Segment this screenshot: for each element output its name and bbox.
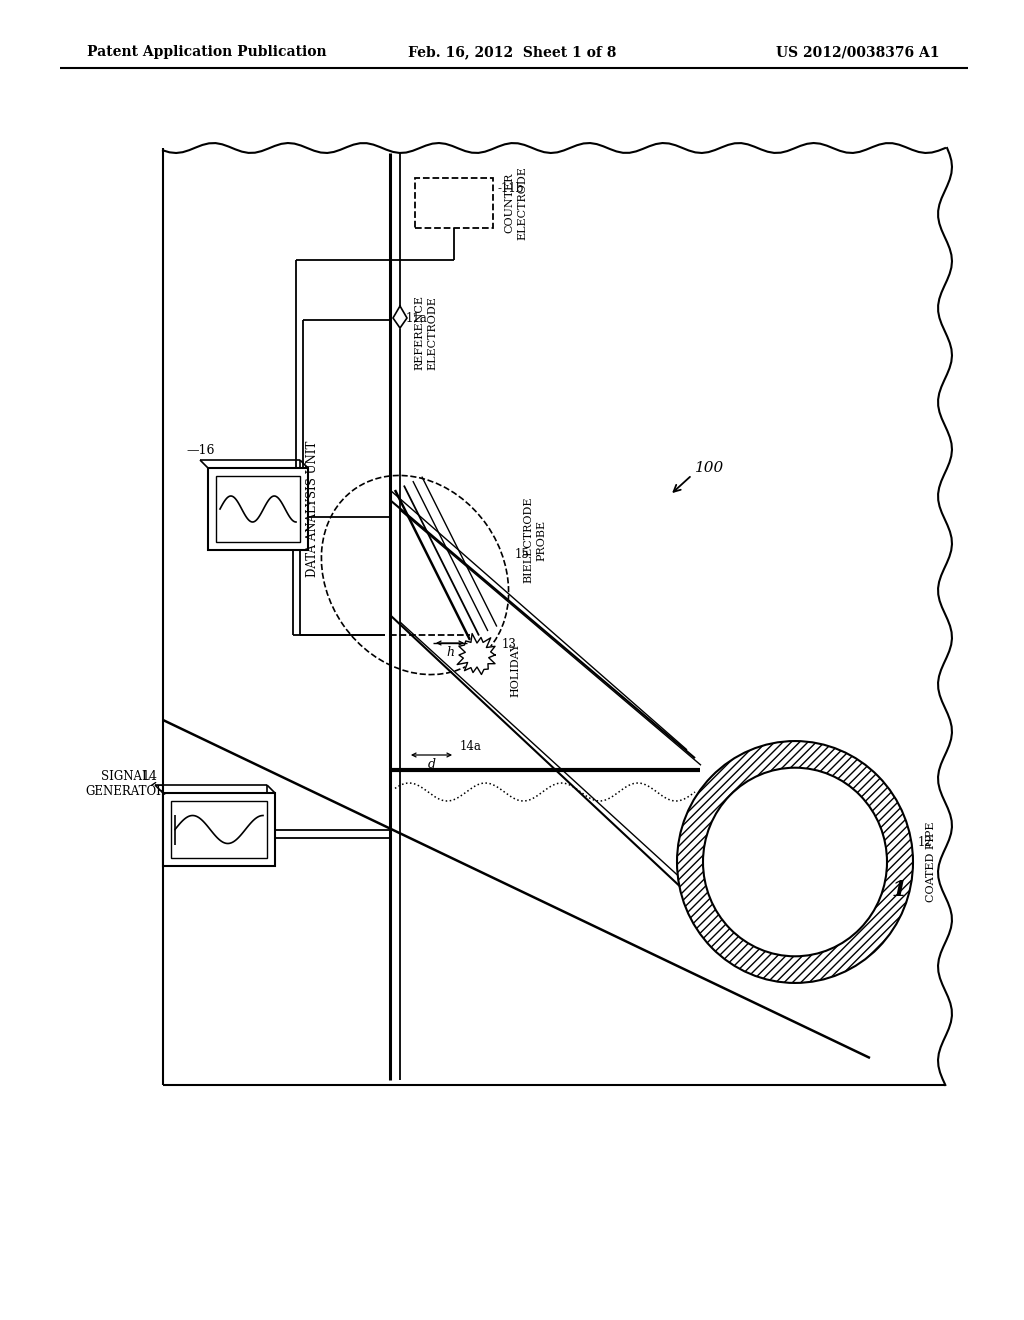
Text: BIELECTRODE: BIELECTRODE xyxy=(523,496,534,583)
Text: REFERENCE: REFERENCE xyxy=(414,296,424,371)
Text: FIG. 1: FIG. 1 xyxy=(833,879,907,902)
Text: HOLIDAY: HOLIDAY xyxy=(510,643,520,697)
Bar xyxy=(171,801,267,858)
Text: DATA ANALYSIS UNIT: DATA ANALYSIS UNIT xyxy=(306,441,319,577)
Polygon shape xyxy=(393,306,407,327)
Bar xyxy=(208,469,308,550)
Text: 12: 12 xyxy=(918,836,933,849)
Ellipse shape xyxy=(703,768,887,956)
Text: ELECTRODE: ELECTRODE xyxy=(517,166,527,240)
Bar xyxy=(216,477,300,543)
Text: ELECTRODE: ELECTRODE xyxy=(427,296,437,370)
Text: SIGNAL
GENERATOR: SIGNAL GENERATOR xyxy=(85,770,165,799)
Text: 11a: 11a xyxy=(406,312,428,325)
Text: d: d xyxy=(427,759,435,771)
Text: 14a: 14a xyxy=(460,741,482,754)
Ellipse shape xyxy=(677,741,913,983)
Text: Feb. 16, 2012  Sheet 1 of 8: Feb. 16, 2012 Sheet 1 of 8 xyxy=(408,45,616,59)
Text: —16: —16 xyxy=(186,444,214,457)
Text: COATED PIPE: COATED PIPE xyxy=(926,822,936,903)
Text: 13: 13 xyxy=(502,639,517,652)
Text: PROBE: PROBE xyxy=(536,520,546,561)
Polygon shape xyxy=(457,634,495,675)
Text: h: h xyxy=(446,647,454,660)
Text: 14: 14 xyxy=(141,771,157,784)
Text: Patent Application Publication: Patent Application Publication xyxy=(87,45,327,59)
Text: 100: 100 xyxy=(695,461,724,475)
Text: COUNTER: COUNTER xyxy=(504,173,514,234)
Text: US 2012/0038376 A1: US 2012/0038376 A1 xyxy=(776,45,940,59)
Text: 15: 15 xyxy=(515,549,529,561)
Text: -11b: -11b xyxy=(497,181,523,194)
Bar xyxy=(415,178,493,228)
Bar xyxy=(163,793,275,866)
